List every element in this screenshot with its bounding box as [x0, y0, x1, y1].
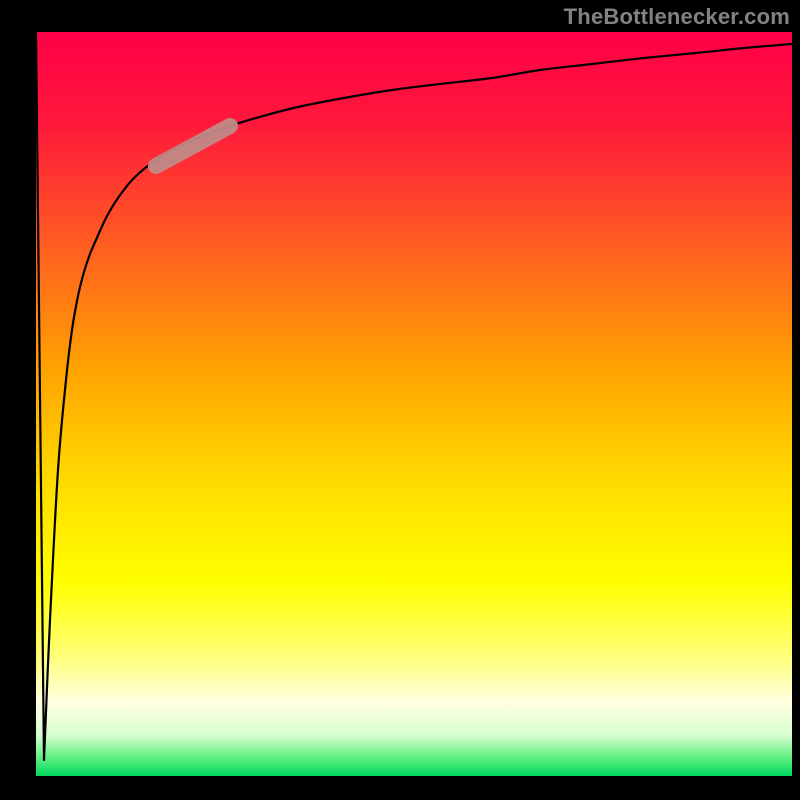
- chart-background: [36, 32, 792, 776]
- chart-canvas: [0, 0, 800, 800]
- attribution-label: TheBottlenecker.com: [564, 4, 790, 30]
- stage: TheBottlenecker.com: [0, 0, 800, 800]
